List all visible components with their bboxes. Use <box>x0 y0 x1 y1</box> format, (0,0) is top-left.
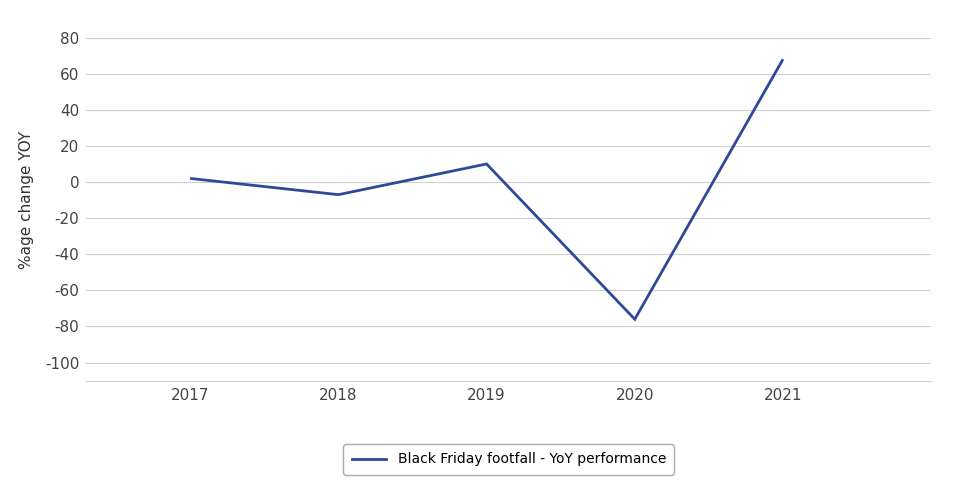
Legend: Black Friday footfall - YoY performance: Black Friday footfall - YoY performance <box>344 444 674 475</box>
Y-axis label: %age change YOY: %age change YOY <box>19 131 34 269</box>
